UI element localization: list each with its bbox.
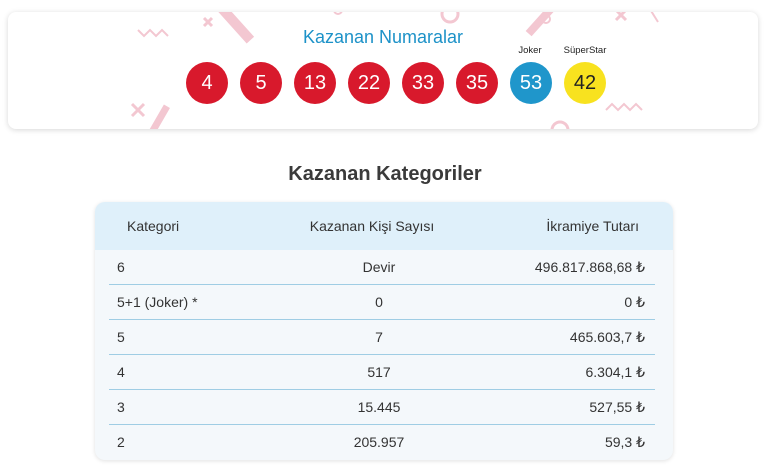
table-row: 2 205.957 59,3 ₺ (109, 425, 655, 459)
row-winners: 205.957 (353, 434, 405, 450)
row-winners: 7 (375, 329, 383, 345)
row-category: 5 (117, 329, 125, 345)
number-ball: 33 (402, 62, 444, 104)
joker-ball: 53 (510, 62, 552, 104)
table-row: 6 Devir 496.817.868,68 ₺ (109, 250, 655, 285)
header-prize: İkramiye Tutarı (546, 218, 639, 234)
winning-numbers-card: Kazanan Numaralar 4 5 13 22 33 35 Joker … (8, 12, 758, 129)
number-ball: 5 (240, 62, 282, 104)
row-prize: 496.817.868,68 ₺ (534, 259, 645, 275)
number-ball: 22 (348, 62, 390, 104)
row-winners: Devir (362, 259, 396, 275)
categories-table: Kategori Kazanan Kişi Sayısı İkramiye Tu… (95, 202, 673, 460)
row-category: 4 (117, 364, 125, 380)
row-winners: 0 (375, 294, 383, 310)
row-prize: 0 ₺ (624, 294, 645, 310)
row-prize: 465.603,7 ₺ (569, 329, 645, 345)
row-category: 2 (117, 434, 125, 450)
header-winners: Kazanan Kişi Sayısı (309, 218, 435, 234)
row-prize: 6.304,1 ₺ (585, 364, 645, 380)
header-category: Kategori (127, 218, 180, 234)
number-ball: 4 (186, 62, 228, 104)
winning-numbers-title: Kazanan Numaralar (302, 27, 464, 47)
confetti-decoration (130, 12, 659, 129)
table-row: 4 517 6.304,1 ₺ (109, 355, 655, 390)
table-row: 5+1 (Joker) * 0 0 ₺ (109, 285, 655, 320)
table-row: 3 15.445 527,55 ₺ (109, 390, 655, 425)
table-row: 5 7 465.603,7 ₺ (109, 320, 655, 355)
superstar-ball: 42 (564, 62, 606, 104)
categories-title: Kazanan Kategoriler (288, 163, 482, 185)
ball-row: 4 5 13 22 33 35 Joker 53 SüperStar 42 (8, 45, 758, 119)
number-ball: 35 (456, 62, 498, 104)
row-category: 5+1 (Joker) * (117, 294, 198, 310)
row-prize: 59,3 ₺ (604, 434, 645, 450)
superstar-label: SüperStar (563, 45, 607, 56)
joker-label: Joker (518, 45, 542, 56)
number-ball: 13 (294, 62, 336, 104)
row-category: 3 (117, 399, 125, 415)
table-header: Kategori Kazanan Kişi Sayısı İkramiye Tu… (95, 202, 673, 250)
row-winners: 15.445 (357, 399, 401, 415)
row-prize: 527,55 ₺ (589, 399, 645, 415)
row-winners: 517 (367, 364, 391, 380)
row-category: 6 (117, 259, 125, 275)
